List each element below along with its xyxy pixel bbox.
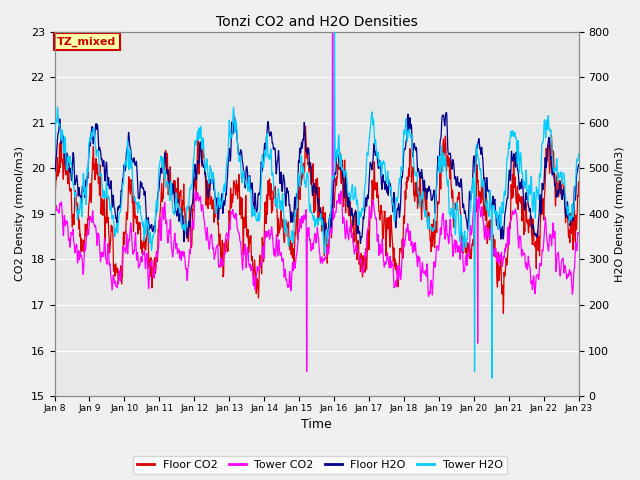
X-axis label: Time: Time xyxy=(301,419,332,432)
Legend: Floor CO2, Tower CO2, Floor H2O, Tower H2O: Floor CO2, Tower CO2, Floor H2O, Tower H… xyxy=(133,456,507,474)
Y-axis label: CO2 Density (mmol/m3): CO2 Density (mmol/m3) xyxy=(15,146,25,281)
Y-axis label: H2O Density (mmol/m3): H2O Density (mmol/m3) xyxy=(615,146,625,282)
Title: Tonzi CO2 and H2O Densities: Tonzi CO2 and H2O Densities xyxy=(216,15,417,29)
Text: TZ_mixed: TZ_mixed xyxy=(57,36,116,47)
